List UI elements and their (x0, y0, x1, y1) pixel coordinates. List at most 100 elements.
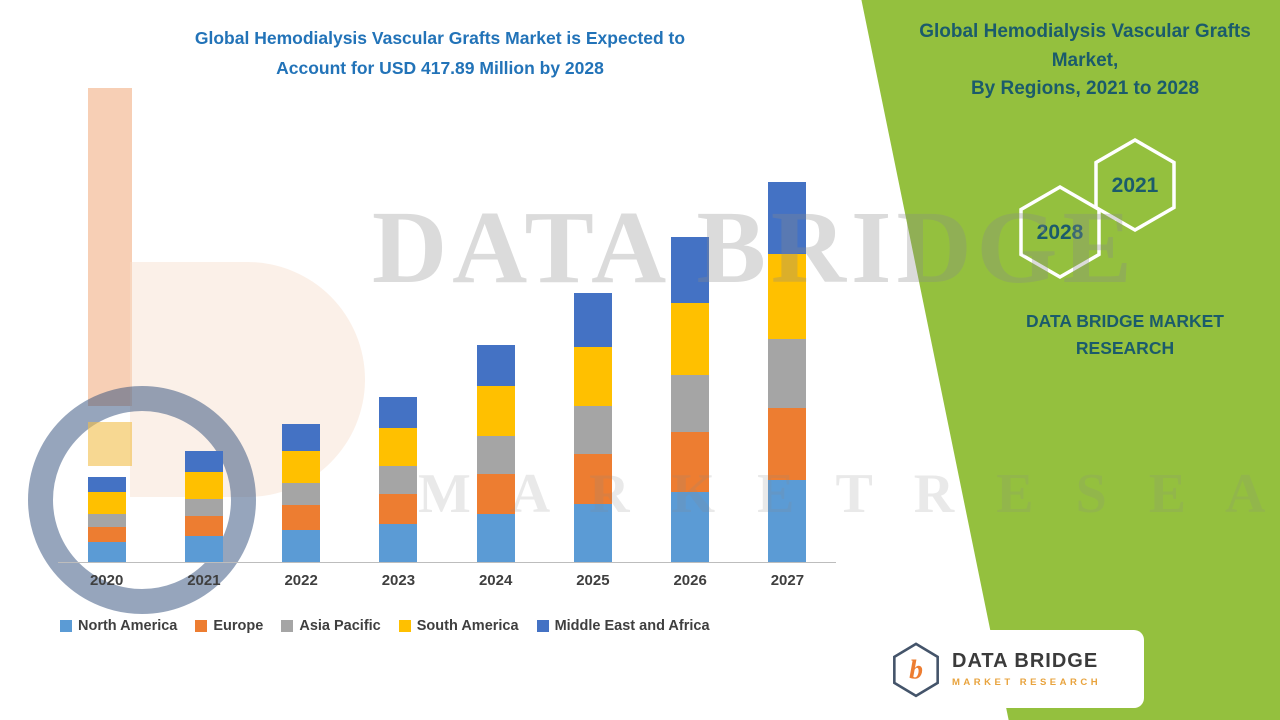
panel-title: Global Hemodialysis Vascular Grafts Mark… (895, 18, 1275, 104)
chart-legend: North America Europe Asia Pacific South Ame… (60, 618, 710, 634)
brand-text-line2: RESEARCH (1075, 338, 1175, 359)
bar-column-2026 (642, 176, 739, 562)
bar-segment-2020-north-america (87, 542, 126, 562)
bar-segment-2022-europe (282, 505, 321, 531)
panel-title-main: Global Hemodialysis Vascular Grafts Mark… (919, 21, 1251, 71)
bar-segment-2024-south-america (476, 386, 515, 437)
bar-segment-2020-middle-east-and-africa (87, 477, 126, 493)
legend-item-north-america: North America (60, 618, 177, 634)
legend-marker-europe (195, 620, 208, 632)
bar-segment-2023-north-america (379, 524, 418, 562)
x-axis-label-2023: 2023 (381, 572, 416, 589)
bar-segment-2026-asia-pacific (671, 374, 710, 433)
hexagon-2021 (1094, 137, 1176, 233)
legend-item-south-america: South America (398, 618, 519, 634)
brand-text: DATA BRIDGE MARKET RESEARCH (955, 308, 1280, 362)
bar-segment-2022-north-america (282, 530, 321, 562)
bar-stack-2023 (379, 396, 418, 562)
brand-logo-hexagon-icon: b (893, 642, 939, 698)
year-hexagons: 2021 2028 (1019, 137, 1176, 280)
bar-stack-2020 (87, 477, 126, 562)
bar-segment-2026-north-america (671, 492, 710, 562)
brand-text-line1: DATA BRIDGE MARKET (1026, 311, 1224, 331)
chart-title-line2: Account for USD 417.89 Million by 2028 (276, 57, 604, 78)
bar-segment-2023-europe (379, 494, 418, 525)
bar-segment-2023-asia-pacific (379, 466, 418, 495)
bar-segment-2020-asia-pacific (87, 514, 126, 528)
x-axis-label-2025: 2025 (576, 572, 610, 589)
x-axis-label-2021: 2021 (187, 572, 221, 589)
hexagon-2028 (1019, 184, 1101, 280)
bar-segment-2020-south-america (87, 492, 126, 515)
chart-title: Global Hemodialysis Vascular Grafts Mark… (55, 24, 825, 84)
bar-segment-2024-middle-east-and-africa (476, 344, 515, 387)
hexagon-year-2021: 2021 (1112, 174, 1159, 197)
bar-segment-2027-south-america (768, 253, 807, 339)
x-axis-label-2022: 2022 (284, 572, 318, 589)
x-axis-labels: 2020 2021 2022 2023 2024 2025 2026 2027 (58, 572, 836, 589)
legend-item-asia-pacific: Asia Pacific (281, 618, 381, 634)
chart-title-line1: Global Hemodialysis Vascular Grafts Mark… (194, 28, 686, 48)
bar-segment-2026-south-america (671, 302, 710, 375)
bar-segment-2025-asia-pacific (573, 406, 612, 455)
brand-logo-name: DATA BRIDGE (952, 650, 1099, 672)
bar-column-2025 (544, 176, 641, 562)
legend-label-middle-east-and-africa: Middle East and Africa (554, 618, 710, 634)
brand-logo: b DATA BRIDGE MARKET RESEARCH (876, 630, 1144, 708)
bar-column-2022 (253, 176, 350, 562)
bar-segment-2021-europe (184, 516, 223, 537)
bar-segment-2025-middle-east-and-africa (573, 292, 612, 347)
bar-segment-2027-north-america (768, 480, 807, 562)
bar-chart (58, 176, 836, 563)
legend-label-north-america: North America (78, 618, 178, 634)
hexagon-year-2028: 2028 (1037, 221, 1084, 244)
panel-title-sub: By Regions, 2021 to 2028 (970, 78, 1200, 99)
bar-segment-2021-asia-pacific (184, 499, 223, 517)
bar-stack-2021 (184, 451, 223, 562)
bar-segment-2027-asia-pacific (768, 338, 807, 409)
bar-segment-2025-north-america (573, 504, 612, 562)
bar-segment-2024-europe (476, 474, 515, 515)
legend-label-asia-pacific: Asia Pacific (299, 618, 381, 634)
x-axis-label-2027: 2027 (770, 572, 805, 589)
bar-segment-2025-south-america (573, 346, 612, 407)
legend-marker-middle-east-and-africa (536, 620, 549, 632)
legend-label-europe: Europe (213, 618, 264, 634)
bar-segment-2023-middle-east-and-africa (379, 396, 418, 429)
bar-segment-2023-south-america (379, 428, 418, 467)
bar-column-2023 (350, 176, 447, 562)
brand-logo-letter: b (909, 654, 923, 685)
bar-segment-2026-middle-east-and-africa (671, 237, 710, 303)
legend-item-europe: Europe (195, 618, 263, 634)
bar-segment-2027-europe (768, 408, 807, 481)
brand-logo-text: DATA BRIDGE MARKET RESEARCH (952, 650, 1101, 688)
bar-segment-2022-south-america (282, 451, 321, 484)
brand-logo-tagline: MARKET RESEARCH (952, 677, 1102, 688)
legend-marker-north-america (60, 620, 72, 632)
bar-stack-2025 (573, 292, 612, 562)
bar-segment-2021-south-america (184, 472, 223, 500)
bar-segment-2024-asia-pacific (476, 436, 515, 475)
legend-label-south-america: South America (416, 618, 519, 634)
bar-segment-2022-asia-pacific (282, 483, 321, 506)
bar-segment-2021-middle-east-and-africa (184, 451, 223, 473)
bar-stack-2026 (671, 237, 710, 562)
x-axis-label-2020: 2020 (89, 572, 124, 589)
bar-column-2024 (447, 176, 544, 562)
bar-column-2020 (58, 176, 155, 562)
x-axis-label-2026: 2026 (673, 572, 707, 589)
bar-segment-2022-middle-east-and-africa (282, 423, 321, 452)
bar-segment-2024-north-america (476, 514, 515, 562)
bar-segment-2020-europe (87, 527, 126, 543)
bar-segment-2025-europe (573, 454, 612, 505)
legend-marker-asia-pacific (281, 620, 294, 632)
bar-segment-2021-north-america (184, 536, 223, 562)
bar-stack-2022 (282, 423, 321, 562)
bar-column-2021 (155, 176, 252, 562)
bar-column-2027 (739, 176, 836, 562)
legend-item-middle-east-and-africa: Middle East and Africa (536, 618, 710, 634)
bar-stack-2024 (476, 344, 515, 562)
bar-stack-2027 (768, 182, 807, 562)
bar-segment-2027-middle-east-and-africa (768, 182, 807, 254)
